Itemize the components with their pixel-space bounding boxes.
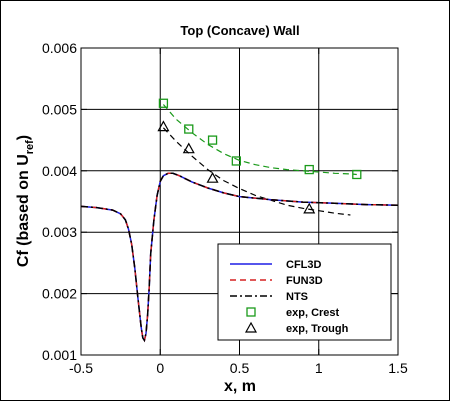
x-tick-label: 0	[156, 360, 164, 376]
trough-point	[206, 171, 219, 183]
y-tick-label: 0.005	[42, 101, 77, 117]
trend-curve-0	[162, 104, 357, 176]
legend-label-exp-crest: exp, Crest	[286, 307, 340, 319]
trend-curve-1	[162, 127, 351, 216]
legend-box	[217, 243, 392, 341]
x-axis-label: x, m	[224, 378, 256, 395]
crest-point	[231, 156, 241, 166]
legend-swatch-exp-crest	[246, 307, 256, 317]
crest-point	[158, 98, 169, 108]
legend-label-fun3d: FUN3D	[286, 275, 323, 287]
trough-point	[182, 142, 195, 154]
axis-ticks: -0.5 0 0.5 1 1.5 0.001 0.002 0.003 0.004 0.005 0.0…	[42, 40, 408, 376]
y-axis-label-close: )	[15, 135, 32, 140]
crest-point	[184, 124, 194, 134]
crest-point	[304, 164, 314, 175]
x-tick-label: 0.5	[230, 360, 250, 376]
series-line-nts	[80, 172, 399, 343]
y-tick-label: 0.003	[42, 224, 77, 240]
legend-label-cfl3d: CFL3D	[286, 259, 322, 271]
chart-title: Top (Concave) Wall	[180, 23, 299, 38]
trough-point	[157, 120, 170, 132]
legend-label-exp-trough: exp, Trough	[286, 323, 349, 335]
y-tick-label: 0.002	[42, 286, 77, 302]
x-tick-label: -0.5	[69, 360, 93, 376]
series-lines	[80, 172, 399, 343]
crest-point	[207, 135, 218, 145]
y-axis-label-main: Cf (based on U	[15, 154, 32, 267]
y-axis-label-subscript: ref	[24, 140, 36, 154]
data-markers	[157, 98, 362, 214]
trend-curves	[162, 104, 357, 216]
trough-point	[303, 202, 316, 214]
legend-label-nts: NTS	[286, 291, 308, 303]
x-tick-label: 1.5	[388, 360, 408, 376]
legend: CFL3D FUN3D NTS exp, Crest exp, Trough	[217, 243, 392, 341]
y-tick-label: 0.001	[42, 347, 77, 363]
crest-point	[352, 169, 362, 180]
grid-lines	[81, 48, 398, 355]
y-tick-label: 0.006	[42, 40, 77, 56]
y-tick-label: 0.004	[42, 163, 77, 179]
y-axis-label: Cf (based on Uref)	[15, 135, 36, 267]
x-tick-label: 1	[315, 360, 323, 376]
legend-swatch-exp-trough	[244, 321, 258, 333]
